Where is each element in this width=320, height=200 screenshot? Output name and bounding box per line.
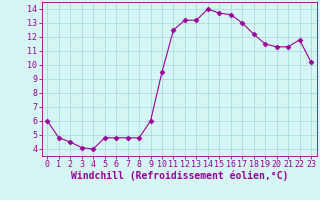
- X-axis label: Windchill (Refroidissement éolien,°C): Windchill (Refroidissement éolien,°C): [70, 171, 288, 181]
